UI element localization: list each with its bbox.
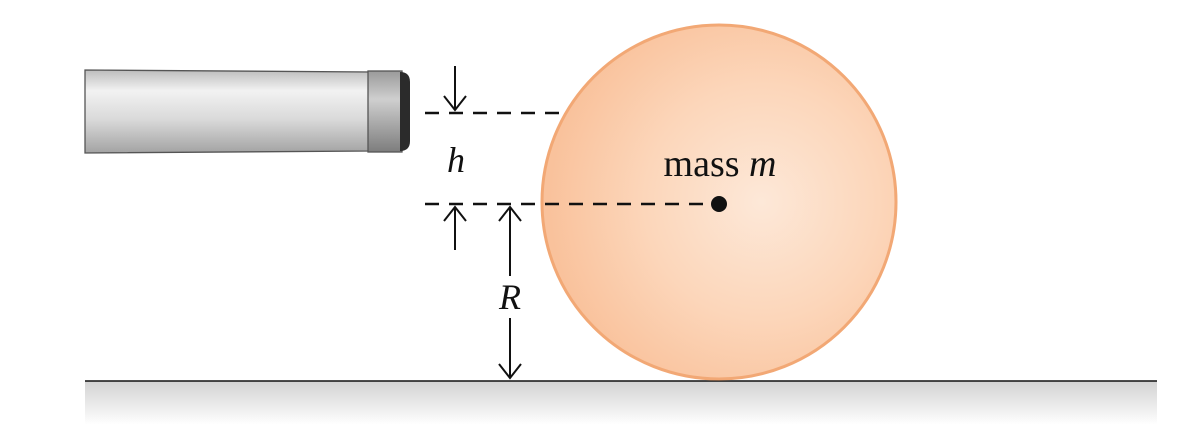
mass-label: mass m xyxy=(664,143,777,185)
center-of-mass-dot xyxy=(711,196,727,212)
r-label: R xyxy=(498,277,521,317)
ground-surface xyxy=(85,381,1157,425)
h-dimension xyxy=(443,66,467,250)
h-label: h xyxy=(447,140,465,180)
mass-symbol: m xyxy=(749,143,776,185)
r-dimension xyxy=(498,205,522,380)
cue-stick xyxy=(84,69,410,154)
mass-word: mass xyxy=(664,143,740,185)
cue-tip xyxy=(367,70,403,153)
